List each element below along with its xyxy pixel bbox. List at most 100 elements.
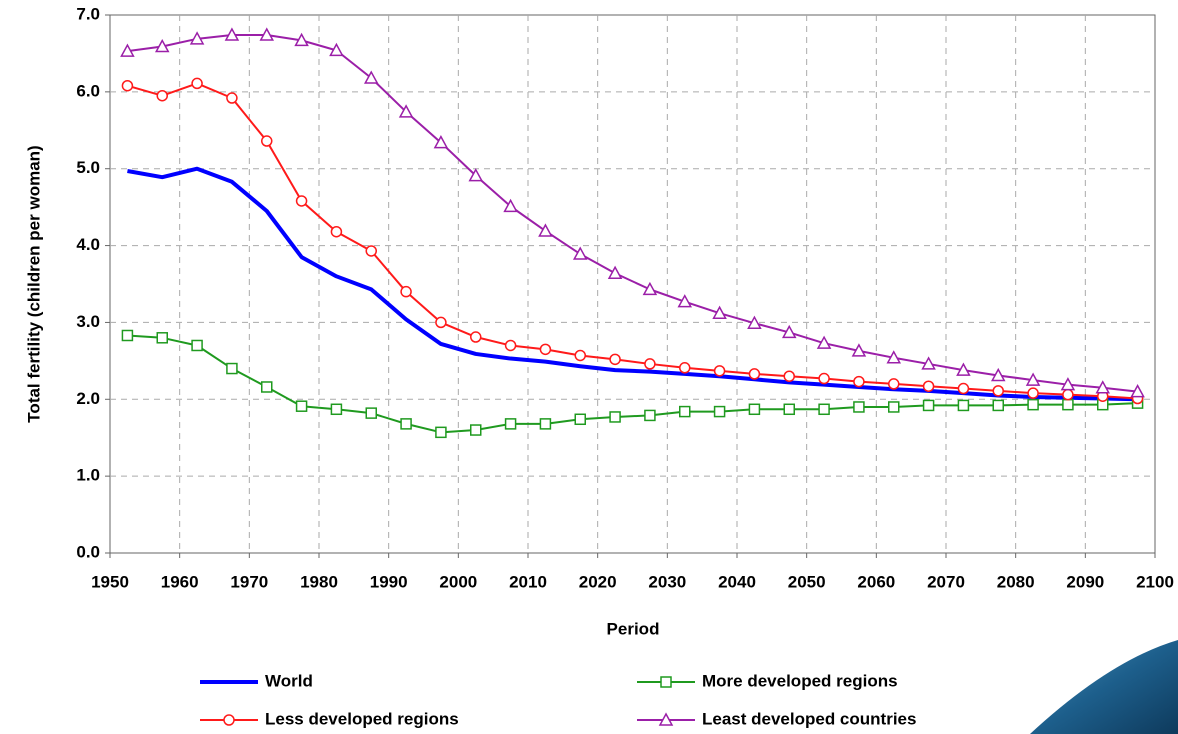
data-point: [609, 411, 621, 423]
data-point: [1060, 377, 1076, 391]
x-tick-label: 1980: [300, 572, 338, 591]
legend-label: More developed regions: [702, 671, 898, 690]
plot-area: [109, 14, 1156, 554]
y-tick-label: 1.0: [76, 466, 100, 485]
data-point: [259, 27, 275, 41]
data-point: [1027, 387, 1039, 399]
data-point: [679, 405, 691, 418]
data-point: [956, 362, 971, 376]
legend-label: Least developed countries: [702, 709, 916, 728]
legend-marker: [223, 714, 235, 726]
data-point: [295, 195, 308, 207]
y-tick-label: 2.0: [76, 389, 100, 408]
series-line: [127, 33, 1138, 393]
data-point: [990, 367, 1006, 382]
data-point: [853, 401, 865, 413]
data-point: [992, 399, 1004, 412]
data-point: [818, 372, 830, 385]
data-point: [679, 362, 691, 374]
data-point: [363, 70, 379, 84]
data-point: [156, 89, 168, 102]
data-point: [921, 356, 936, 370]
data-point: [888, 401, 900, 413]
data-point: [191, 339, 203, 352]
y-tick-label: 6.0: [76, 81, 100, 100]
data-point: [783, 403, 795, 416]
data-point: [922, 380, 935, 392]
data-point: [433, 135, 449, 149]
data-point: [888, 378, 900, 390]
x-tick-label: 2020: [579, 572, 617, 591]
data-point: [329, 42, 344, 57]
data-point: [713, 405, 726, 418]
data-point: [226, 92, 238, 104]
data-point: [1095, 380, 1111, 394]
data-point: [470, 331, 482, 343]
data-point: [226, 362, 238, 375]
data-point: [713, 365, 726, 377]
data-point: [189, 31, 205, 45]
data-point: [504, 418, 517, 430]
series-line: [127, 82, 1138, 400]
data-point: [886, 350, 902, 364]
data-point: [154, 38, 170, 53]
data-point: [609, 353, 621, 366]
x-tick-label: 2070: [927, 572, 965, 591]
x-tick-label: 1950: [91, 572, 129, 591]
data-point: [816, 335, 832, 349]
data-point: [1025, 372, 1041, 386]
x-tick-label: 2060: [857, 572, 895, 591]
data-point: [1130, 384, 1145, 398]
data-point: [957, 382, 970, 395]
data-point: [1062, 388, 1074, 401]
data-point: [644, 358, 656, 370]
data-point: [818, 403, 830, 416]
data-point: [121, 329, 134, 342]
y-tick-label: 7.0: [76, 4, 100, 23]
data-point: [992, 385, 1004, 397]
x-tick-label: 1960: [161, 572, 199, 591]
data-point: [851, 343, 867, 357]
data-point: [539, 418, 552, 430]
x-tick-label: 2050: [788, 572, 826, 591]
data-point: [294, 32, 309, 47]
data-point: [783, 370, 795, 382]
series-line: [127, 334, 1138, 434]
x-axis-title: Period: [607, 619, 660, 638]
data-point: [538, 223, 553, 237]
data-point: [1027, 398, 1039, 411]
data-point: [398, 104, 414, 118]
data-point: [330, 403, 343, 416]
data-point: [504, 339, 517, 352]
data-point: [781, 324, 797, 339]
legend-marker: [660, 676, 672, 688]
y-tick-label: 4.0: [76, 235, 100, 254]
x-tick-label: 2100: [1136, 572, 1174, 591]
data-point: [400, 285, 412, 298]
x-tick-label: 2040: [718, 572, 756, 591]
data-point: [853, 375, 865, 388]
data-point: [503, 198, 518, 213]
legend-label: Less developed regions: [265, 709, 459, 728]
data-point: [748, 403, 761, 416]
x-tick-label: 1970: [230, 572, 268, 591]
data-point: [712, 305, 727, 319]
data-point: [957, 399, 970, 412]
data-point: [574, 413, 586, 426]
data-point: [435, 316, 447, 329]
x-tick-label: 2010: [509, 572, 547, 591]
data-point: [644, 409, 656, 422]
data-point: [1062, 398, 1074, 411]
data-point: [191, 77, 203, 90]
data-point: [574, 349, 586, 362]
data-point: [400, 418, 412, 430]
data-point: [224, 27, 240, 41]
data-point: [120, 43, 135, 57]
data-point: [365, 407, 377, 419]
data-point: [677, 294, 693, 308]
series-line: [127, 166, 1138, 402]
legend-marker: [658, 712, 674, 726]
data-point: [261, 381, 273, 393]
data-point: [539, 343, 552, 356]
